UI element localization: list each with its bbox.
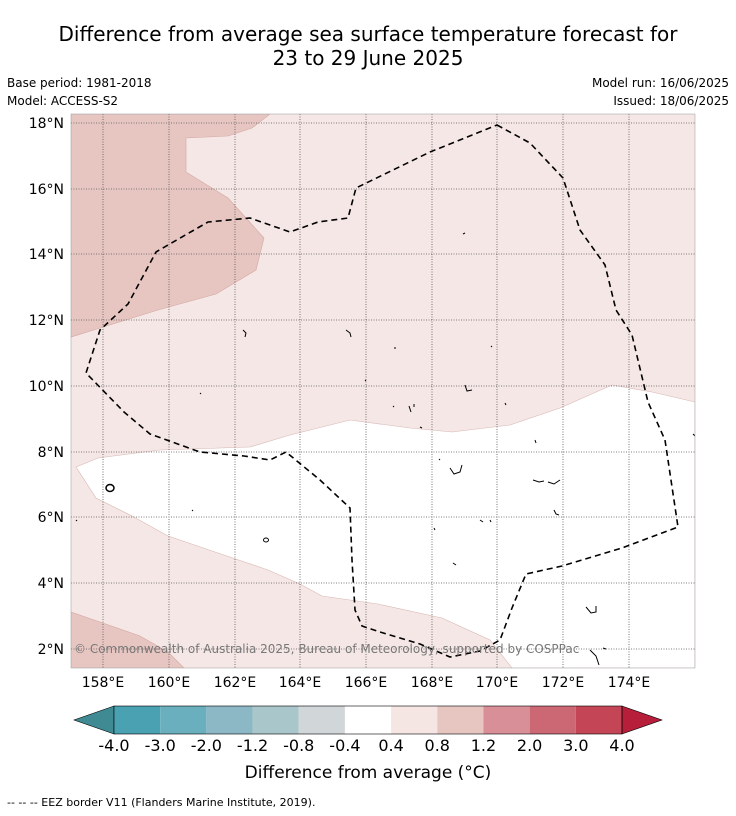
colorbar-swatch xyxy=(298,706,345,734)
model-name: Model: ACCESS-S2 xyxy=(7,94,119,108)
island xyxy=(433,527,436,531)
colorbar-tick-label: 0.4 xyxy=(378,736,403,755)
colorbar-tick-label: 2.0 xyxy=(517,736,542,755)
colorbar-swatch xyxy=(160,706,207,734)
longitude-label: 160°E xyxy=(148,675,191,691)
model-run: Model run: 16/06/2025 xyxy=(591,76,729,90)
island xyxy=(490,345,493,348)
latitude-label: 14°N xyxy=(29,247,64,263)
longitude-label: 174°E xyxy=(608,675,651,691)
longitude-label: 158°E xyxy=(82,675,125,691)
colorbar-swatch xyxy=(391,706,438,734)
island xyxy=(532,479,561,485)
colorbar-tick-label: 4.0 xyxy=(609,736,634,755)
island xyxy=(602,647,607,650)
colorbar-swatch xyxy=(483,706,530,734)
anomaly-0.8-1.2-region-south xyxy=(71,611,185,668)
colorbar-tick-label: -4.0 xyxy=(98,736,129,755)
latitude-label: 6°N xyxy=(38,510,64,526)
title-line-1: Difference from average sea surface temp… xyxy=(58,22,678,46)
colorbar xyxy=(73,705,663,735)
islands xyxy=(75,232,695,666)
island xyxy=(242,329,247,338)
chart-title: Difference from average sea surface temp… xyxy=(0,22,736,70)
colorbar-swatch xyxy=(344,706,392,734)
latitude-label: 2°N xyxy=(38,642,64,658)
island xyxy=(75,379,537,522)
longitude-labels: 158°E 160°E 162°E 164°E 166°E 168°E 170°E 172°E… xyxy=(82,675,651,691)
colorbar-extend-low xyxy=(73,705,115,735)
island xyxy=(263,537,269,543)
meta-right: Model run: 16/06/2025 Issued: 18/06/2025 xyxy=(592,74,729,110)
title-line-2: 23 to 29 June 2025 xyxy=(272,46,464,70)
island xyxy=(589,649,600,666)
latitude-label: 4°N xyxy=(38,576,64,592)
colorbar-swatch xyxy=(206,706,253,734)
latitude-label: 8°N xyxy=(38,445,64,461)
colorbar-title: Difference from average (°C) xyxy=(244,763,492,783)
longitude-label: 162°E xyxy=(214,675,257,691)
latitude-label: 18°N xyxy=(29,116,64,132)
colorbar-extend-high xyxy=(621,705,663,735)
island xyxy=(419,426,423,429)
island xyxy=(452,562,457,566)
colorbar-swatch xyxy=(252,706,299,734)
colorbar-tick-label: -1.2 xyxy=(237,736,268,755)
latitude-labels: 18°N 16°N 14°N 12°N 10°N 8°N 6°N 4°N 2°N xyxy=(29,116,64,658)
longitude-label: 170°E xyxy=(476,675,519,691)
meta-left: Base period: 1981-2018 Model: ACCESS-S2 xyxy=(7,74,152,110)
island xyxy=(105,483,115,493)
longitude-label: 172°E xyxy=(542,675,585,691)
latitude-label: 16°N xyxy=(29,182,64,198)
colorbar-swatch xyxy=(575,706,622,734)
island xyxy=(408,404,415,413)
island xyxy=(479,519,492,523)
map-frame xyxy=(70,113,696,669)
island xyxy=(464,384,473,392)
island xyxy=(585,606,597,614)
colorbar-tick-label: -2.0 xyxy=(191,736,222,755)
colorbar-tick-label: -0.4 xyxy=(329,736,360,755)
base-period: Base period: 1981-2018 xyxy=(7,76,152,90)
island xyxy=(345,329,352,338)
issued-date: Issued: 18/06/2025 xyxy=(613,94,729,108)
longitude-label: 168°E xyxy=(411,675,454,691)
latitude-label: 12°N xyxy=(29,313,64,329)
gridlines xyxy=(71,114,695,668)
map-area xyxy=(71,114,695,668)
island xyxy=(692,433,695,437)
colorbar-tick-label: 0.8 xyxy=(425,736,450,755)
eez-legend-note: -- -- -- EEZ border V11 (Flanders Marine… xyxy=(7,796,316,809)
latitude-label: 10°N xyxy=(29,379,64,395)
island xyxy=(199,392,202,395)
colorbar-frame xyxy=(113,705,623,735)
colorbar-tick-labels: -4.0 -3.0 -2.0 -1.2 -0.8 -0.4 0.4 0.8 1.2 2.0 3.0 4… xyxy=(98,736,634,755)
colorbar-tick-label: -0.8 xyxy=(283,736,314,755)
copyright-notice: © Commonwealth of Australia 2025, Bureau… xyxy=(74,642,579,656)
longitude-label: 166°E xyxy=(345,675,388,691)
colorbar-swatch xyxy=(529,706,576,734)
colorbar-tick-label: -3.0 xyxy=(145,736,176,755)
colorbar-swatch xyxy=(114,706,161,734)
colorbar-swatch xyxy=(437,706,484,734)
island xyxy=(553,509,560,516)
island xyxy=(462,232,466,235)
colorbar-tick-label: 3.0 xyxy=(563,736,588,755)
island xyxy=(449,464,463,475)
colorbar-tick-label: 1.2 xyxy=(471,736,496,755)
longitude-label: 164°E xyxy=(279,675,322,691)
